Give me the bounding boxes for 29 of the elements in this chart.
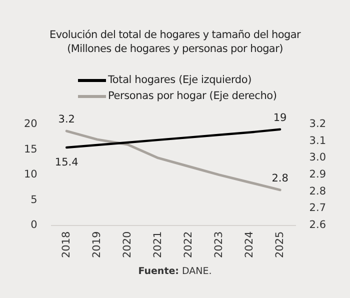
legend-label: Personas por hogar (Eje derecho) — [108, 90, 277, 102]
y-tick-label: 15 — [24, 143, 38, 156]
y2-tick-label: 2.7 — [309, 202, 326, 214]
source-note: Fuente: DANE. — [137, 266, 213, 277]
y2-tick-label: 2.8 — [309, 185, 326, 198]
data-label: 3.2 — [58, 114, 75, 126]
x-tick-label: 2019 — [90, 231, 103, 258]
x-tick-label: 2025 — [274, 231, 286, 258]
chart-title: Evolución del total de hogares y tamaño del hogar — [48, 28, 302, 42]
x-tick-label: 2018 — [60, 231, 72, 258]
y2-tick-label: 3.0 — [309, 152, 326, 164]
x-tick-label: 2021 — [152, 231, 164, 258]
y2-tick-label: 2.6 — [309, 219, 326, 232]
y2-tick-label: 2.9 — [309, 168, 326, 181]
x-tick-label: 2023 — [212, 231, 225, 258]
data-label: 2.8 — [272, 172, 288, 184]
y2-tick-label: 3.1 — [309, 134, 326, 147]
y-tick-label: 0 — [30, 219, 38, 232]
x-tick-label: 2022 — [182, 231, 194, 258]
y2-tick-label: 3.2 — [309, 118, 326, 130]
y-tick-label: 20 — [24, 118, 38, 130]
chart-subtitle: (Millones de hogares y personas por hogar) — [66, 42, 284, 56]
data-label: 15.4 — [54, 156, 79, 169]
y-tick-label: 5 — [30, 194, 38, 206]
x-tick-label: 2020 — [121, 231, 134, 258]
data-label: 19 — [273, 112, 287, 124]
x-tick-label: 2024 — [243, 230, 256, 258]
y-tick-label: 10 — [24, 168, 38, 181]
legend-label: Total hogares (Eje izquierdo) — [108, 74, 252, 86]
